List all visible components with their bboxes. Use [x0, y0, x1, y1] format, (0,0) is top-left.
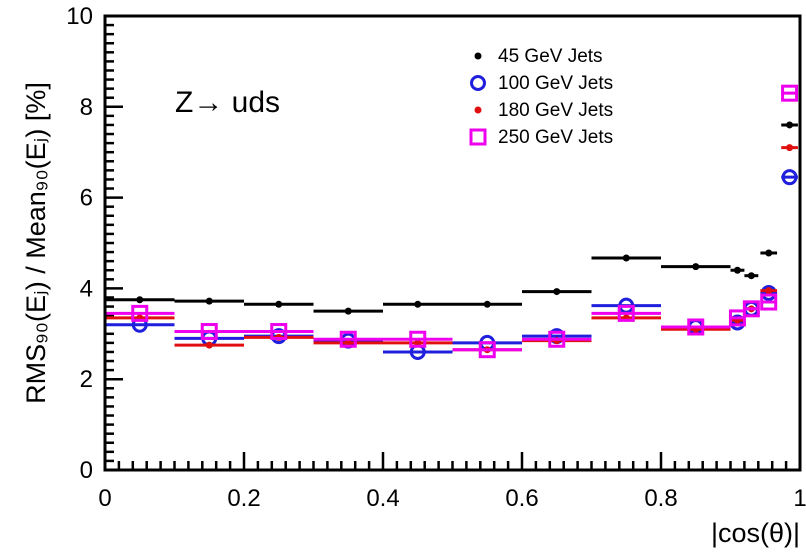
legend-entry: 180 GeV Jets	[474, 100, 613, 121]
data-point	[786, 121, 794, 129]
legend-entry: 45 GeV Jets	[474, 46, 603, 67]
data-point	[339, 330, 357, 348]
data-point	[765, 249, 773, 257]
data-point	[687, 318, 705, 336]
y-tick-label: 8	[80, 94, 93, 121]
data-point	[414, 339, 422, 347]
data-point	[742, 300, 760, 318]
legend-marker	[474, 106, 482, 114]
data-point	[733, 266, 741, 274]
process-annotation: Z→ uds	[175, 86, 280, 119]
plot-series	[105, 84, 799, 360]
data-point	[483, 300, 491, 308]
x-tick-label: 0.8	[644, 485, 677, 512]
y-tick-label: 0	[80, 457, 93, 484]
data-point	[409, 330, 427, 348]
y-tick-label: 2	[80, 366, 93, 393]
data-point	[136, 296, 144, 304]
y-tick-label: 6	[80, 185, 93, 212]
data-point	[781, 84, 799, 102]
y-axis-label: RMS₉₀(Eⱼ) / Mean₉₀(Eⱼ) [%]	[21, 82, 51, 404]
y-tick-label: 10	[66, 3, 93, 30]
data-point	[344, 307, 352, 315]
y-tick-label: 4	[80, 275, 93, 302]
axis-ticks	[103, 14, 802, 472]
legend-label: 250 GeV Jets	[498, 127, 613, 148]
data-point	[786, 144, 794, 152]
data-point	[414, 300, 422, 308]
legend-label: 45 GeV Jets	[498, 46, 603, 67]
x-tick-label: 0	[98, 485, 111, 512]
x-axis-label: |cos(θ)|	[711, 518, 800, 548]
data-point	[617, 304, 635, 322]
x-tick-label: 1	[793, 485, 806, 512]
data-point	[747, 272, 755, 280]
data-point	[692, 263, 700, 271]
data-point	[205, 341, 213, 349]
data-point	[781, 169, 798, 186]
x-tick-label: 0.2	[227, 485, 260, 512]
legend-entry: 100 GeV Jets	[470, 73, 613, 94]
legend-marker	[470, 75, 486, 91]
legend-label: 180 GeV Jets	[498, 100, 613, 121]
x-tick-label: 0.6	[505, 485, 538, 512]
data-point	[270, 323, 288, 341]
data-point	[553, 288, 561, 296]
data-point	[131, 304, 149, 322]
data-point	[275, 300, 283, 308]
data-point	[478, 341, 496, 359]
series-45-gev-jets	[105, 121, 798, 315]
x-tick-label: 0.4	[366, 485, 399, 512]
data-point	[760, 293, 778, 311]
series-250-gev-jets	[105, 84, 799, 359]
data-point	[344, 339, 352, 347]
data-point	[200, 323, 218, 341]
legend-marker	[469, 128, 487, 146]
legend: 45 GeV Jets 100 GeV Jets 180 GeV Jets 250 G…	[469, 46, 613, 148]
legend-entry: 250 GeV Jets	[469, 127, 613, 148]
plot-frame	[103, 14, 802, 472]
data-point	[760, 284, 777, 301]
legend-label: 100 GeV Jets	[498, 73, 613, 94]
data-point	[622, 254, 630, 262]
legend-marker	[474, 52, 482, 60]
data-point	[205, 297, 213, 305]
data-point	[728, 309, 746, 327]
data-point	[548, 330, 566, 348]
data-point	[765, 287, 773, 295]
